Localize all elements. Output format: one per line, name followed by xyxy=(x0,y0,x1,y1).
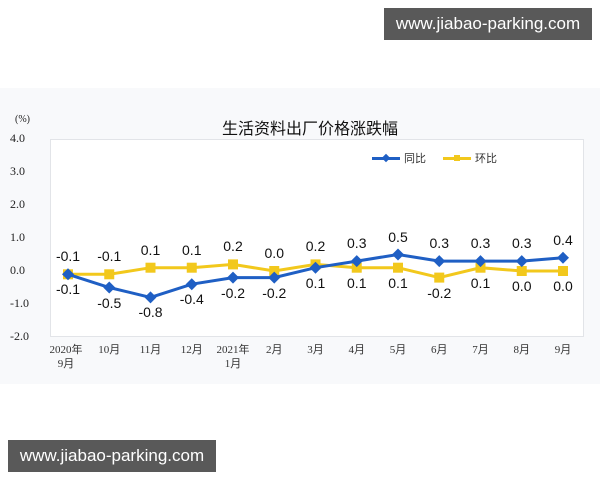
y-tick-label: 1.0 xyxy=(10,230,25,244)
chart-title: 生活资料出厂价格涨跌幅 xyxy=(222,119,399,138)
legend-label-mom: 环比 xyxy=(475,152,497,165)
data-label: 0.1 xyxy=(140,241,161,258)
data-label: -0.2 xyxy=(427,284,452,301)
data-label: 0.1 xyxy=(388,274,408,291)
data-label: 0.1 xyxy=(305,274,326,291)
data-label: -0.8 xyxy=(138,304,163,321)
data-label: 0.3 xyxy=(470,235,491,252)
data-label: 0.0 xyxy=(512,278,532,294)
plot-area xyxy=(50,139,584,337)
legend-label-yoy: 同比 xyxy=(404,152,426,165)
data-label: 0.3 xyxy=(347,235,367,252)
x-tick-label: 7月 xyxy=(472,344,489,356)
y-tick-label: 4.0 xyxy=(10,131,25,145)
y-axis-unit: (%) xyxy=(15,114,30,125)
legend-item-yoy: 同比 xyxy=(372,150,426,166)
data-label: 0.1 xyxy=(182,241,202,258)
x-tick-label: 2021年 1月 xyxy=(216,344,250,370)
data-label: -0.1 xyxy=(97,248,122,265)
data-label: 0.2 xyxy=(305,238,326,255)
x-tick-label: 3月 xyxy=(307,344,324,356)
data-label: -0.5 xyxy=(97,294,122,311)
x-tick-label: 12月 xyxy=(180,344,203,356)
data-label: 0.1 xyxy=(347,274,367,291)
data-label: -0.2 xyxy=(220,284,246,301)
watermark-top: www.jiabao-parking.com xyxy=(384,8,592,40)
y-tick-label: -1.0 xyxy=(10,296,29,310)
data-label: -0.4 xyxy=(179,291,204,308)
data-label: 0.5 xyxy=(388,228,408,245)
data-label: 0.1 xyxy=(470,274,491,291)
data-label: -0.1 xyxy=(55,248,81,265)
legend-line-blue-icon xyxy=(372,153,400,162)
x-tick-label: 10月 xyxy=(98,344,121,356)
watermark-bottom: www.jiabao-parking.com xyxy=(8,440,216,472)
y-tick-label: 2.0 xyxy=(10,197,25,211)
x-tick-label: 6月 xyxy=(431,344,448,356)
data-label: -0.2 xyxy=(262,284,287,301)
data-label: 0.3 xyxy=(512,235,532,252)
x-tick-label: 9月 xyxy=(554,344,572,356)
data-label: 0.2 xyxy=(223,238,243,255)
y-tick-label: -2.0 xyxy=(10,329,29,343)
legend-item-mom: 环比 xyxy=(443,150,497,166)
data-label: -0.1 xyxy=(55,281,81,298)
x-tick-label: 5月 xyxy=(389,344,407,356)
y-tick-label: 0.0 xyxy=(10,263,25,277)
legend-line-yellow-icon xyxy=(443,154,471,161)
data-label: 0.0 xyxy=(553,278,573,294)
x-tick-label: 11月 xyxy=(139,344,162,356)
y-tick-label: 3.0 xyxy=(10,164,25,178)
x-tick-label: 2020年 9月 xyxy=(49,344,83,370)
x-tick-label: 8月 xyxy=(513,344,531,356)
x-tick-label: 4月 xyxy=(348,344,366,356)
data-label: 0.0 xyxy=(264,245,284,261)
data-label: 0.3 xyxy=(429,235,449,252)
x-tick-label: 2月 xyxy=(266,344,283,356)
data-label: 0.4 xyxy=(553,231,573,248)
